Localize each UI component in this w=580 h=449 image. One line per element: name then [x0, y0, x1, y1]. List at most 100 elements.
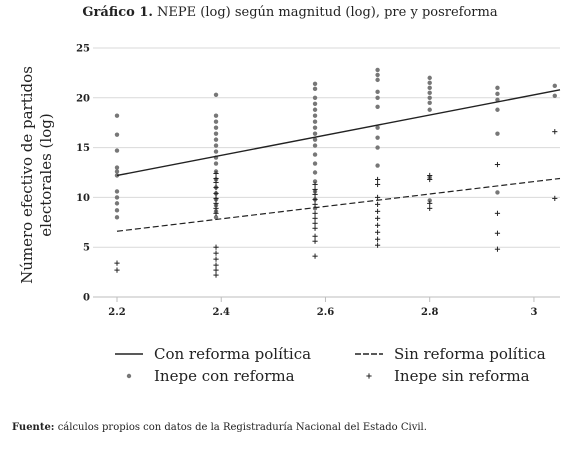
- point-con-reforma-60: [427, 90, 432, 96]
- y-tick-label-0: 0: [83, 293, 90, 304]
- point-sin-reforma-18: [312, 186, 318, 193]
- x-tick-label-3: 3: [530, 307, 537, 318]
- point-con-reforma-70: [495, 131, 500, 136]
- point-sin-reforma-34: [374, 215, 381, 221]
- y-axis-label-line-1: Número efectivo de partidos: [18, 66, 36, 284]
- x-tick-label-2.6: 2.6: [317, 307, 334, 318]
- point-sin-reforma-10: [213, 210, 219, 216]
- point-sin-reforma-19: [312, 191, 318, 198]
- point-con-reforma-73: [552, 93, 557, 99]
- point-con-reforma-53: [375, 125, 380, 130]
- y-tick-label-5: 5: [83, 243, 90, 254]
- source-label: Fuente:: [12, 422, 55, 433]
- legend-label-1: Con reforma política: [154, 345, 311, 363]
- point-con-reforma-4: [114, 169, 120, 174]
- point-con-reforma-65: [427, 198, 432, 203]
- point-con-reforma-42: [312, 170, 318, 175]
- point-sin-reforma-23: [312, 215, 318, 221]
- point-sin-reforma-28: [312, 253, 318, 259]
- point-con-reforma-17: [213, 143, 219, 148]
- legend-swatch-3: [126, 373, 132, 379]
- point-con-reforma-12: [213, 113, 219, 118]
- point-con-reforma-54: [375, 135, 380, 140]
- point-con-reforma-11: [213, 92, 219, 98]
- legend-item-2: Sin reforma política: [355, 345, 546, 363]
- point-sin-reforma-12: [213, 250, 219, 256]
- point-con-reforma-63: [427, 107, 432, 112]
- point-con-reforma-34: [312, 113, 318, 118]
- legend-item-3: Inepe con reforma: [126, 367, 295, 385]
- x-tick-label-2.2: 2.2: [108, 307, 125, 318]
- point-con-reforma-6: [114, 189, 120, 194]
- axes: [93, 296, 560, 302]
- point-con-reforma-15: [213, 131, 219, 136]
- point-con-reforma-0: [114, 113, 120, 118]
- point-sin-reforma-38: [374, 242, 381, 248]
- point-con-reforma-40: [312, 152, 318, 157]
- x-tick-label-2.8: 2.8: [421, 307, 438, 318]
- point-sin-reforma-30: [374, 181, 381, 188]
- y-tick-label-20: 20: [76, 93, 90, 104]
- point-con-reforma-59: [427, 85, 432, 91]
- legend: Con reforma política Sin reforma política…: [115, 345, 546, 385]
- point-con-reforma-69: [495, 107, 500, 112]
- point-sin-reforma-32: [374, 201, 381, 207]
- point-sin-reforma-7: [213, 195, 219, 201]
- point-sin-reforma-2: [213, 170, 219, 177]
- point-sin-reforma-46: [494, 246, 501, 252]
- chart-title-prefix: Gráfico 1.: [82, 5, 153, 20]
- grid-lines: [93, 47, 560, 248]
- point-con-reforma-49: [375, 77, 380, 83]
- source-note: Fuente: cálculos propios con datos de la…: [12, 422, 427, 433]
- point-con-reforma-61: [427, 95, 432, 101]
- point-con-reforma-20: [213, 161, 219, 166]
- point-sin-reforma-8: [213, 200, 219, 206]
- point-con-reforma-29: [312, 81, 318, 87]
- point-sin-reforma-21: [312, 201, 318, 207]
- point-con-reforma-31: [312, 95, 318, 101]
- point-con-reforma-62: [427, 100, 432, 105]
- point-sin-reforma-22: [312, 210, 318, 216]
- point-sin-reforma-17: [312, 181, 318, 188]
- point-sin-reforma-1: [114, 267, 120, 273]
- point-sin-reforma-45: [494, 230, 501, 236]
- point-con-reforma-8: [114, 201, 120, 206]
- point-sin-reforma-35: [374, 222, 381, 228]
- point-con-reforma-72: [552, 83, 557, 89]
- point-sin-reforma-33: [374, 208, 381, 214]
- point-con-reforma-67: [495, 91, 500, 97]
- point-con-reforma-68: [495, 97, 500, 102]
- point-con-reforma-14: [213, 125, 219, 130]
- point-con-reforma-13: [213, 119, 219, 124]
- point-con-reforma-30: [312, 86, 318, 92]
- chart-title: Gráfico 1. NEPE (log) según magnitud (lo…: [0, 5, 580, 20]
- point-sin-reforma-16: [213, 272, 219, 278]
- x-tick-label-2.4: 2.4: [213, 307, 230, 318]
- trend-line-con-reforma: [116, 89, 561, 177]
- y-axis-label: Número efectivo de partidoselectorales (…: [18, 66, 55, 284]
- point-sin-reforma-40: [427, 176, 433, 183]
- point-sin-reforma-15: [213, 267, 219, 273]
- point-con-reforma-71: [495, 190, 500, 195]
- point-sin-reforma-14: [213, 262, 219, 268]
- y-tick-label-25: 25: [76, 44, 90, 55]
- legend-label-4: Inepe sin reforma: [394, 367, 530, 385]
- point-con-reforma-18: [213, 149, 219, 154]
- point-sin-reforma-25: [312, 225, 318, 231]
- point-con-reforma-47: [375, 67, 380, 73]
- point-sin-reforma-27: [312, 238, 318, 244]
- point-sin-reforma-42: [427, 205, 433, 211]
- point-sin-reforma-47: [552, 129, 558, 135]
- chart-title-text: NEPE (log) según magnitud (log), pre y p…: [157, 5, 498, 20]
- point-con-reforma-41: [312, 161, 318, 166]
- point-sin-reforma-9: [213, 205, 219, 211]
- point-sin-reforma-5: [213, 184, 219, 191]
- legend-label-3: Inepe con reforma: [154, 367, 295, 385]
- point-con-reforma-2: [114, 148, 120, 153]
- y-axis-ticks: 0 5 10 15 20 25: [76, 44, 90, 304]
- point-con-reforma-38: [312, 137, 318, 142]
- point-sin-reforma-37: [374, 236, 381, 242]
- point-sin-reforma-0: [114, 260, 120, 266]
- point-con-reforma-43: [312, 179, 318, 184]
